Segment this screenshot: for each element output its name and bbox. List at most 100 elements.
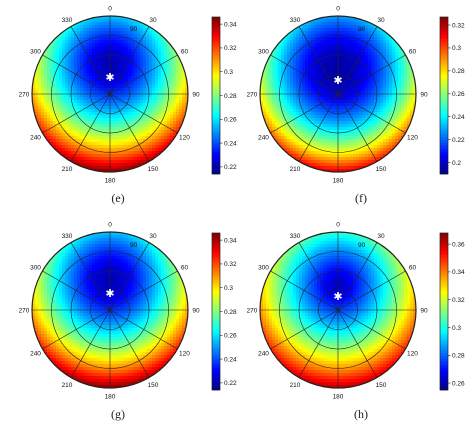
heat-cell [329,25,333,29]
heat-cell [371,82,375,86]
heat-cell [311,67,315,71]
heat-cell [404,49,408,53]
heat-cell [101,157,105,161]
heat-cell [272,130,276,134]
heat-cell [80,28,84,32]
heat-cell [299,160,303,164]
heat-cell [344,25,348,29]
heat-cell [167,97,171,101]
heat-cell [164,97,168,101]
heat-cell [116,37,120,41]
heat-cell [371,76,375,80]
heat-cell [392,88,396,92]
heat-cell [140,40,144,44]
heat-cell [125,142,129,146]
heat-cell [83,109,87,113]
heat-cell [404,91,408,95]
heat-cell [413,103,416,107]
heat-cell [68,31,72,35]
heat-cell [86,61,90,65]
heat-cell [359,82,363,86]
colorbar-swatch [440,117,448,121]
heat-cell [359,121,363,125]
heat-cell [311,151,315,155]
heat-cell [47,40,51,44]
heat-cell [155,151,159,155]
heat-cell [152,43,156,47]
heat-cell [335,106,339,110]
heat-cell [326,127,330,131]
heat-cell [383,91,387,95]
heat-cell [59,118,63,122]
heat-cell [329,82,333,86]
heat-cell [293,127,297,131]
heat-cell [335,121,339,125]
heat-cell [146,94,150,98]
heat-cell [143,124,147,128]
heat-cell [92,55,96,59]
heat-cell [290,67,294,71]
colorbar-swatch [440,169,448,172]
heat-cell [155,247,159,251]
heat-cell [353,37,357,41]
heat-cell [329,133,333,137]
heat-cell [74,127,78,131]
heat-cell [149,145,153,149]
heat-cell [362,25,366,29]
heat-cell [332,103,336,107]
heat-cell [308,82,312,86]
heat-cell [119,136,123,140]
heat-cell [134,139,138,143]
heat-cell [92,127,96,131]
heat-cell [386,139,390,143]
heat-cell [152,40,156,44]
heat-cell [365,73,369,77]
heat-cell [56,94,60,98]
heat-cell [317,76,321,80]
heat-cell [65,97,69,101]
heat-cell [299,115,303,119]
heat-cell [329,100,333,104]
heat-cell [344,64,348,68]
heat-cell [128,160,132,164]
heat-cell [176,106,180,110]
heat-cell [335,16,339,20]
heat-cell [59,109,63,113]
heat-cell [395,70,399,74]
heat-cell [98,94,102,98]
heat-cell [278,52,282,56]
colorbar-frame [439,16,449,175]
heat-cell [341,112,345,116]
heat-cell [413,118,416,122]
heat-cell [50,142,54,146]
heat-cell [53,127,57,131]
colorbar-swatch [212,43,220,47]
heat-cell [71,130,75,134]
heat-cell [86,85,90,89]
heat-cell [134,46,138,50]
heat-cell [287,112,291,116]
heat-cell [155,97,159,101]
heat-cell [299,118,303,122]
heat-cell [395,136,399,140]
heat-cell [41,100,45,104]
heat-cell [92,109,96,113]
heat-cell [323,145,327,149]
heat-cell [122,94,126,98]
heat-cell [305,118,309,122]
heat-cell [368,22,372,26]
heat-cell [80,103,84,107]
heat-cell [131,52,135,56]
heat-cell [44,127,48,131]
heat-cell [143,100,147,104]
heat-cell [50,253,54,257]
heat-cell [287,115,291,119]
heat-cell [308,61,312,65]
heat-cell [377,97,381,101]
colorbar-swatch [212,88,220,91]
heat-cell [146,31,150,35]
heat-cell [377,121,381,125]
heat-cell [149,82,153,86]
heat-cell [323,94,327,98]
